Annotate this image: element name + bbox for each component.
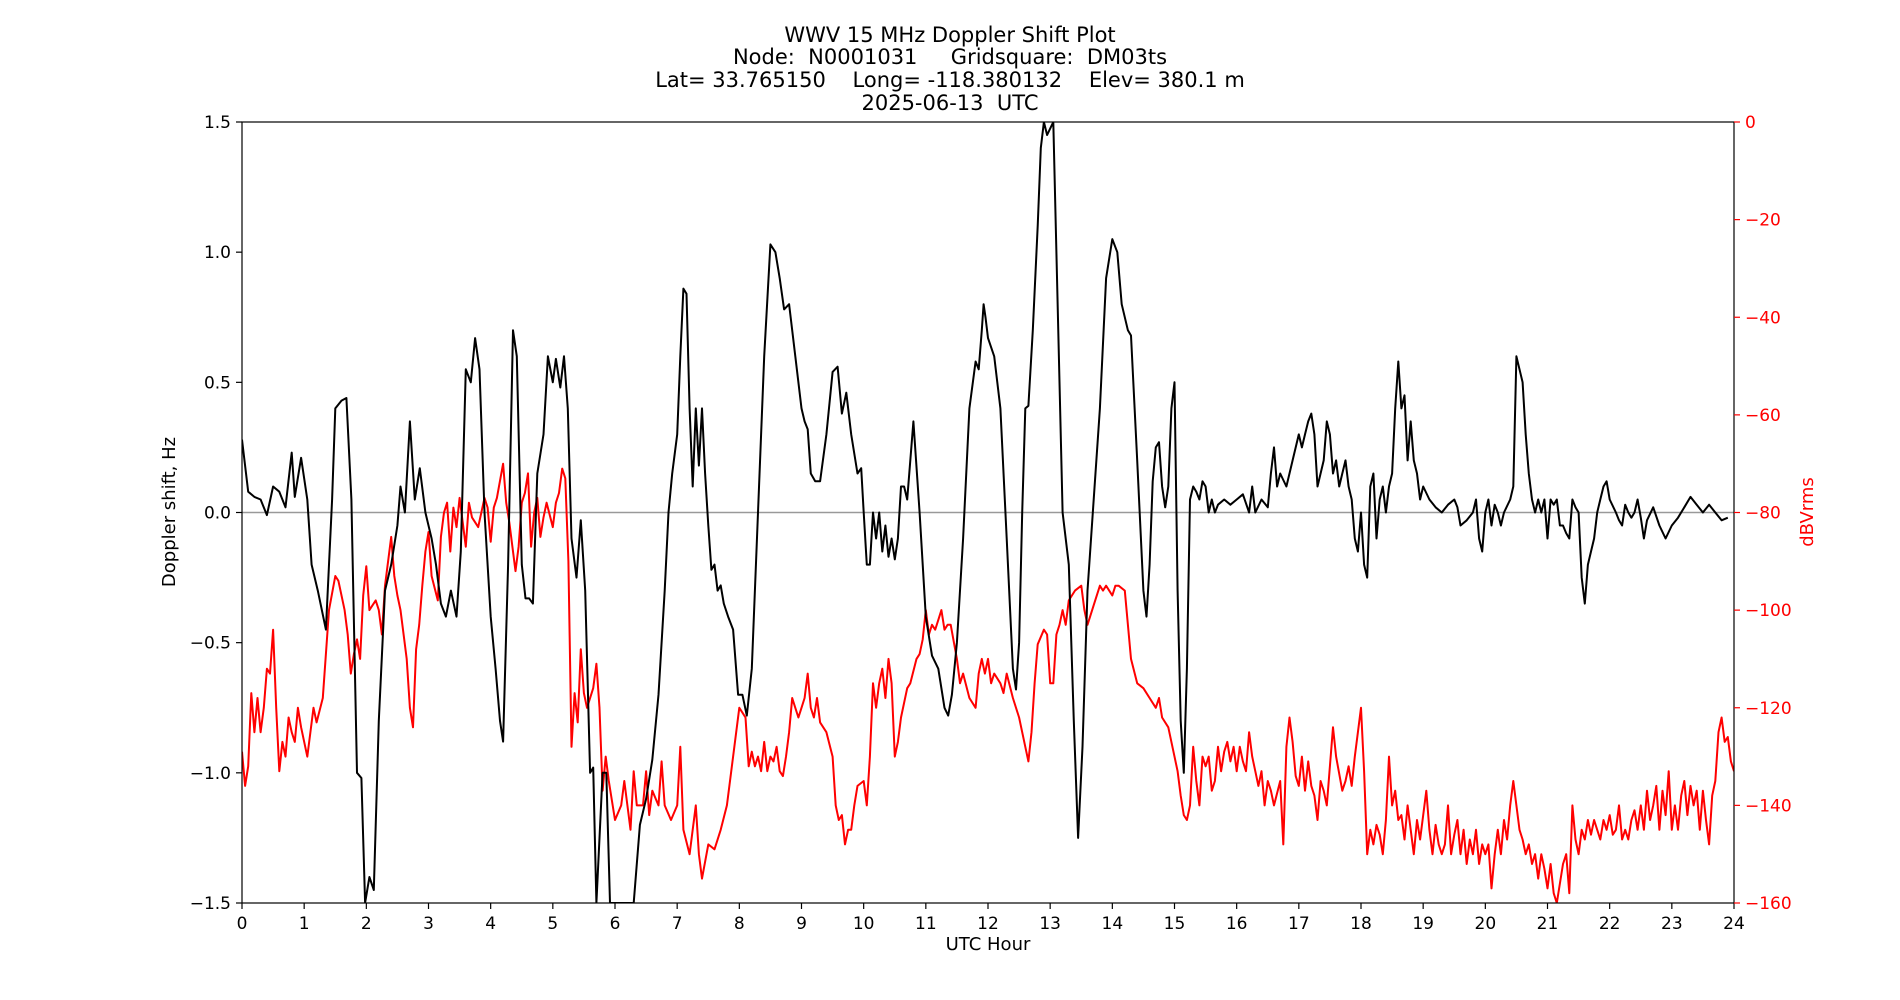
power-series-line: [242, 462, 1734, 903]
chart-title-line-3: Lat= 33.765150 Long= -118.380132 Elev= 3…: [655, 68, 1245, 92]
chart-title-line-4: 2025-06-13 UTC: [861, 91, 1039, 115]
x-tick-label: 24: [1723, 914, 1745, 934]
x-axis-label: UTC Hour: [946, 934, 1031, 955]
y-tick-label-left: 0.5: [204, 373, 231, 393]
x-tick-label: 14: [1102, 914, 1124, 934]
x-tick-label: 22: [1599, 914, 1621, 934]
y-tick-label-right: −100: [1745, 601, 1792, 621]
x-tick-label: 4: [485, 914, 496, 934]
x-tick-label: 6: [610, 914, 621, 934]
x-tick-label: 17: [1288, 914, 1310, 934]
y-tick-label-right: −80: [1745, 504, 1781, 524]
y-tick-label-right: −60: [1745, 406, 1781, 426]
y-tick-label-right: −40: [1745, 308, 1781, 328]
x-tick-label: 1: [299, 914, 310, 934]
x-tick-label: 12: [977, 914, 999, 934]
x-tick-label: 23: [1661, 914, 1683, 934]
y-tick-label-left: 1.5: [204, 113, 231, 133]
y-tick-label-left: −1.5: [190, 894, 231, 914]
y-tick-label-right: 0: [1745, 113, 1756, 133]
y-tick-label-left: −0.5: [190, 634, 231, 654]
x-tick-label: 10: [853, 914, 875, 934]
x-tick-label: 18: [1350, 914, 1372, 934]
x-tick-label: 9: [796, 914, 807, 934]
x-tick-label: 15: [1164, 914, 1186, 934]
y-tick-label-right: −20: [1745, 211, 1781, 231]
series-layer: [242, 122, 1734, 903]
x-tick-label: 21: [1537, 914, 1559, 934]
y-tick-label-left: 0.0: [204, 504, 231, 524]
x-tick-label: 2: [361, 914, 372, 934]
y-tick-label-right: −140: [1745, 796, 1792, 816]
x-tick-label: 20: [1475, 914, 1497, 934]
x-tick-label: 19: [1412, 914, 1434, 934]
x-tick-label: 8: [734, 914, 745, 934]
x-tick-label: 7: [672, 914, 683, 934]
y-tick-label-left: 1.0: [204, 243, 231, 263]
x-tick-label: 11: [915, 914, 937, 934]
x-tick-label: 5: [547, 914, 558, 934]
x-tick-label: 16: [1226, 914, 1248, 934]
x-tick-label: 0: [237, 914, 248, 934]
y-axis-label-right: dBVrms: [1797, 477, 1818, 547]
x-tick-label: 13: [1039, 914, 1061, 934]
y-tick-label-right: −160: [1745, 894, 1792, 914]
y-axis-label-left: Doppler shift, Hz: [159, 437, 180, 587]
x-tick-label: 3: [423, 914, 434, 934]
chart-title-line-2: Node: N0001031 Gridsquare: DM03ts: [732, 45, 1168, 69]
chart-title-line-1: WWV 15 MHz Doppler Shift Plot: [784, 23, 1116, 47]
y-tick-label-right: −120: [1745, 699, 1792, 719]
ticks-layer: 0 1 2 3 4 5 6 7 8 9 10 11 12 13 14 15 16 17 18 19 20 21 22 23 24…: [190, 113, 1792, 934]
y-tick-label-left: −1.0: [190, 764, 231, 784]
doppler-series-line: [242, 122, 1729, 903]
